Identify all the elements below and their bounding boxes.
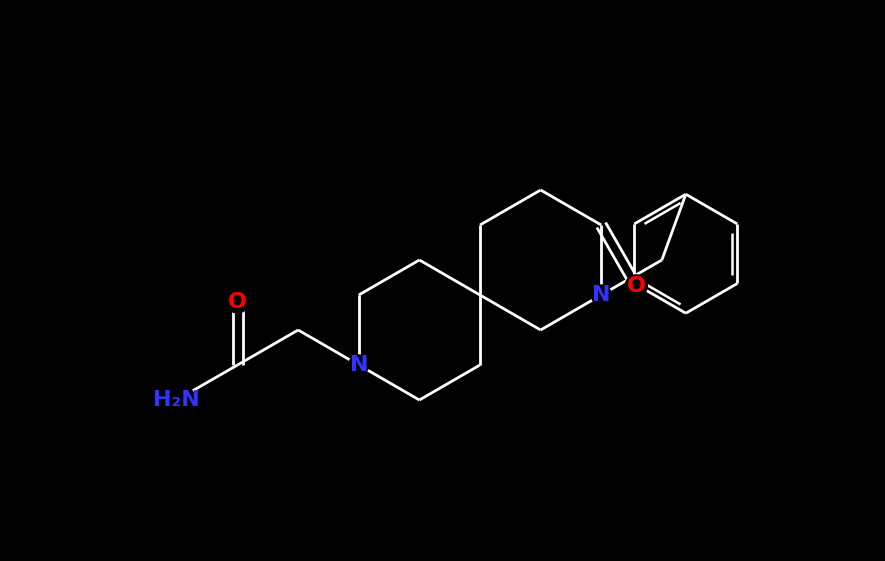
Text: O: O [627,276,646,296]
Circle shape [349,355,369,375]
Circle shape [158,382,195,418]
Circle shape [625,275,647,297]
Text: O: O [228,292,247,312]
Circle shape [227,291,249,313]
Text: H₂N: H₂N [153,390,200,410]
Text: N: N [350,355,368,375]
Circle shape [591,285,612,305]
Text: N: N [592,285,611,305]
